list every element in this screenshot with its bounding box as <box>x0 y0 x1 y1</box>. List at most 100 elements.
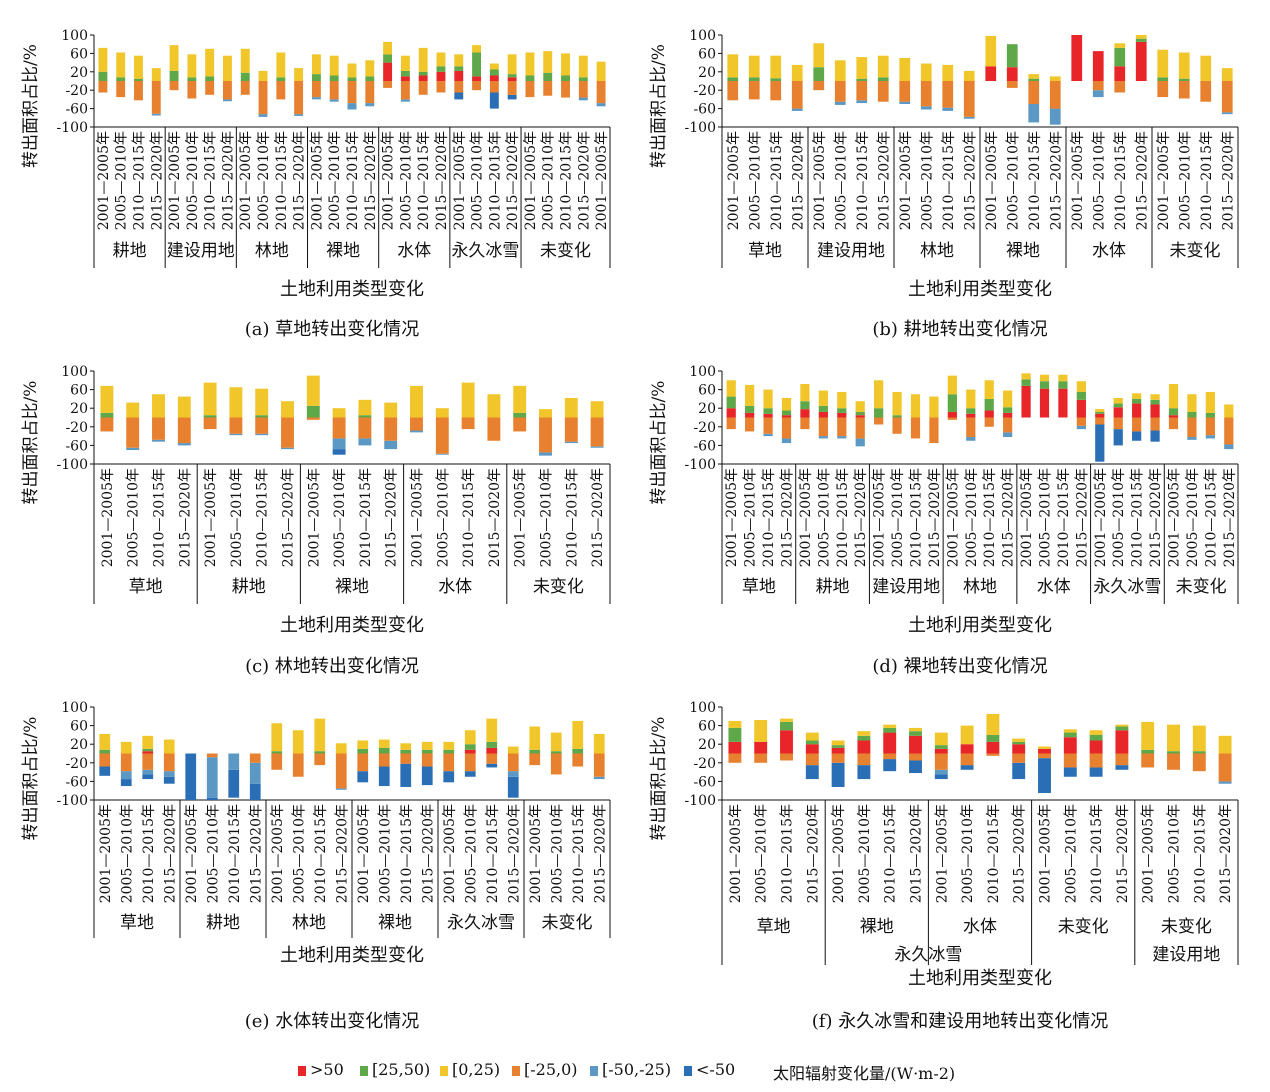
x-axis-label: 土地利用类型变化 <box>908 968 1052 989</box>
x-tick-label: 2001—2005年 <box>724 468 740 567</box>
x-tick-label: 2015—2020年 <box>1115 804 1131 903</box>
y-axis-label: 转出面积占比/% <box>21 44 41 168</box>
group-label: 未变化 <box>1176 577 1227 597</box>
bar-segment-c0_25 <box>507 54 517 75</box>
bar-segment-c0_25 <box>1187 394 1197 412</box>
bar-segment-cm25_0 <box>400 753 412 764</box>
bar-segment-cm25_0 <box>920 81 932 107</box>
x-tick-label: 2005—2010年 <box>1167 804 1183 903</box>
bar-segment-c25_50 <box>1076 391 1086 400</box>
y-axis-label: 转出面积占比/% <box>649 381 669 505</box>
group-label: 林地 <box>255 241 289 261</box>
bar-segment-c0_25 <box>960 725 974 745</box>
bar-segment-gt50 <box>947 411 957 418</box>
x-tick-label: 2015—2020年 <box>505 131 521 230</box>
bar-segment-cm50_m25 <box>335 788 347 790</box>
bar-segment-c25_50 <box>314 751 326 754</box>
bar-segment-gt50 <box>1089 740 1103 754</box>
bar-segment-c0_25 <box>358 399 372 416</box>
bar-segment-c0_25 <box>1114 43 1126 48</box>
bar-segment-cm25_0 <box>1076 417 1086 426</box>
bar-segment-cm25_0 <box>163 753 175 772</box>
bar-segment-c25_50 <box>347 77 357 81</box>
x-tick-label: 2010—2015年 <box>571 804 587 903</box>
bar-segment-c0_25 <box>271 723 283 752</box>
bar-segment-c0_25 <box>203 382 217 416</box>
bar-segment-c25_50 <box>947 394 957 412</box>
x-tick-label: 2010—2015年 <box>203 131 219 230</box>
legend-label-ltm50: <-50 <box>696 1060 736 1079</box>
y-tick-label: -20 <box>65 756 88 772</box>
x-tick-label: 2010—2015年 <box>835 468 851 567</box>
bar-segment-cm50_m25 <box>249 762 261 784</box>
bar-segment-ltm50 <box>1012 762 1026 780</box>
x-axis-label: 土地利用类型变化 <box>908 615 1052 636</box>
bar-segment-cm25_0 <box>1150 417 1160 431</box>
y-tick-label: 20 <box>698 401 716 417</box>
group-label: 裸地 <box>860 917 894 937</box>
bar-segment-cm25_0 <box>543 81 553 96</box>
x-tick-label: 2001—2005年 <box>381 131 397 230</box>
bar-segment-c25_50 <box>1113 403 1123 408</box>
bar-segment-cm25_0 <box>314 753 326 766</box>
bar-segment-c0_25 <box>1192 725 1206 752</box>
group-label: 未变化 <box>542 913 593 933</box>
x-tick-label: 2015—2020年 <box>420 804 436 903</box>
x-tick-label: 2010—2015年 <box>855 131 871 230</box>
bar-segment-gt50 <box>1113 407 1123 418</box>
bar-segment-c25_50 <box>400 749 412 754</box>
bar-segment-cm50_m25 <box>1205 435 1215 439</box>
bar-segment-cm50_m25 <box>1028 104 1040 123</box>
bar-segment-cm25_0 <box>249 753 261 763</box>
bar-segment-c25_50 <box>857 735 871 741</box>
x-tick-label: 2001—2005年 <box>1093 468 1109 567</box>
bar-segment-c0_25 <box>142 735 154 749</box>
bar-segment-c25_50 <box>1021 379 1031 386</box>
bar-segment-cm50_m25 <box>206 757 218 798</box>
bar-segment-c0_25 <box>1049 76 1061 81</box>
bar-segment-cm25_0 <box>834 81 846 102</box>
bar-segment-cm50_m25 <box>963 116 975 119</box>
bar-segment-c0_25 <box>418 47 428 72</box>
x-tick-label: 2015—2020年 <box>506 804 522 903</box>
x-tick-label: 2005—2010年 <box>398 131 414 230</box>
bar-segment-cm25_0 <box>1178 81 1190 99</box>
bar-segment-cm25_0 <box>436 81 446 93</box>
legend-label-m25-0: [-25,0) <box>524 1060 578 1079</box>
y-tick-label: -60 <box>65 774 88 790</box>
bar-segment-c25_50 <box>892 415 902 418</box>
bar-segment-c25_50 <box>486 741 498 748</box>
bar-segment-cm25_0 <box>1003 417 1013 433</box>
bar-segment-gt50 <box>142 751 154 754</box>
x-tick-label: 2010—2015年 <box>461 468 477 567</box>
bar-segment-c0_25 <box>384 402 398 418</box>
legend-swatch-m50-m25 <box>590 1065 598 1076</box>
y-tick-label: -20 <box>693 420 716 436</box>
bar-segment-ltm50 <box>831 762 845 787</box>
bar-segment-c25_50 <box>728 727 742 742</box>
x-tick-label: 2015—2020年 <box>281 468 297 567</box>
bar-segment-c0_25 <box>1224 404 1234 418</box>
group-label: 水体 <box>1092 241 1126 261</box>
bar-segment-c0_25 <box>874 380 884 409</box>
bar-segment-cm25_0 <box>116 81 126 98</box>
y-tick-label: 20 <box>698 737 716 753</box>
bar-segment-gt50 <box>436 71 446 81</box>
group-label: 裸地 <box>378 913 412 933</box>
bar-segment-cm25_0 <box>986 753 1000 756</box>
group-label: 建设用地 <box>167 241 235 261</box>
bar-segment-c25_50 <box>358 415 372 418</box>
x-tick-label: 2001—2005年 <box>1070 131 1086 230</box>
y-tick-label: -20 <box>65 83 88 99</box>
bar-segment-cm25_0 <box>1049 81 1061 109</box>
x-tick-label: 2005—2010年 <box>549 804 565 903</box>
bar-segment-c0_25 <box>883 724 897 728</box>
bar-segment-c0_25 <box>258 70 268 81</box>
bar-segment-c0_25 <box>443 741 455 750</box>
bar-segment-cm50_m25 <box>384 440 398 450</box>
bar-segment-gt50 <box>464 749 476 754</box>
x-tick-label: 2005—2010年 <box>1063 804 1079 903</box>
x-tick-label: 2015—2020年 <box>1074 468 1090 567</box>
bar-segment-c0_25 <box>365 60 375 77</box>
bar-segment-c25_50 <box>513 412 527 418</box>
